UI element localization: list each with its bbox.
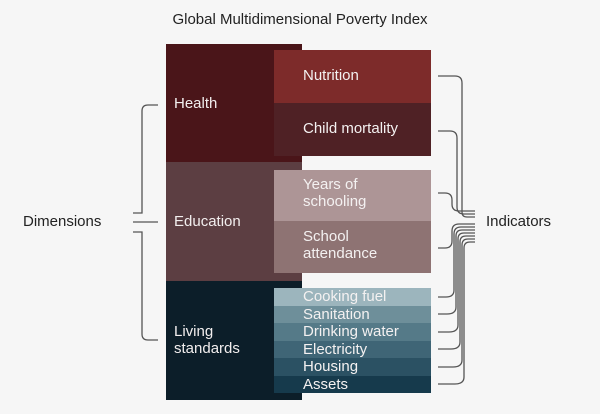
indicator-label: Nutrition	[303, 67, 359, 84]
indicator-label: schooling	[303, 193, 367, 210]
indicator-label: Child mortality	[303, 120, 399, 137]
indicator-electricity: Electricity	[274, 341, 431, 358]
indicator-years-of-schooling: Years of schooling	[274, 170, 431, 221]
dimensions-label: Dimensions	[23, 213, 102, 230]
indicator-school-attendance: School attendance	[274, 221, 431, 273]
indicator-nutrition: Nutrition	[274, 50, 431, 103]
dimension-label: Living	[174, 323, 214, 340]
dimension-label: Education	[174, 213, 241, 230]
indicator-child-mortality: Child mortality	[274, 103, 431, 156]
indicator-housing: Housing	[274, 358, 431, 376]
indicator-drinking-water: Drinking water	[274, 323, 431, 341]
indicator-label: Housing	[303, 358, 359, 375]
indicator-label: Sanitation	[303, 306, 370, 323]
indicator-assets: Assets	[274, 376, 431, 393]
indicator-label: Years of	[303, 176, 358, 193]
indicator-label: School	[303, 228, 349, 245]
dimension-label: standards	[174, 340, 240, 357]
indicator-label: Cooking fuel	[303, 288, 387, 305]
indicators-label: Indicators	[486, 213, 552, 230]
indicator-sanitation: Sanitation	[274, 306, 431, 323]
indicator-label: attendance	[303, 245, 378, 262]
indicator-label: Drinking water	[303, 323, 399, 340]
diagram-title: Global Multidimensional Poverty Index	[172, 11, 428, 28]
indicator-label: Electricity	[303, 341, 368, 358]
dimension-label: Health	[174, 95, 218, 112]
indicator-label: Assets	[303, 376, 349, 393]
indicator-cooking-fuel: Cooking fuel	[274, 288, 431, 306]
